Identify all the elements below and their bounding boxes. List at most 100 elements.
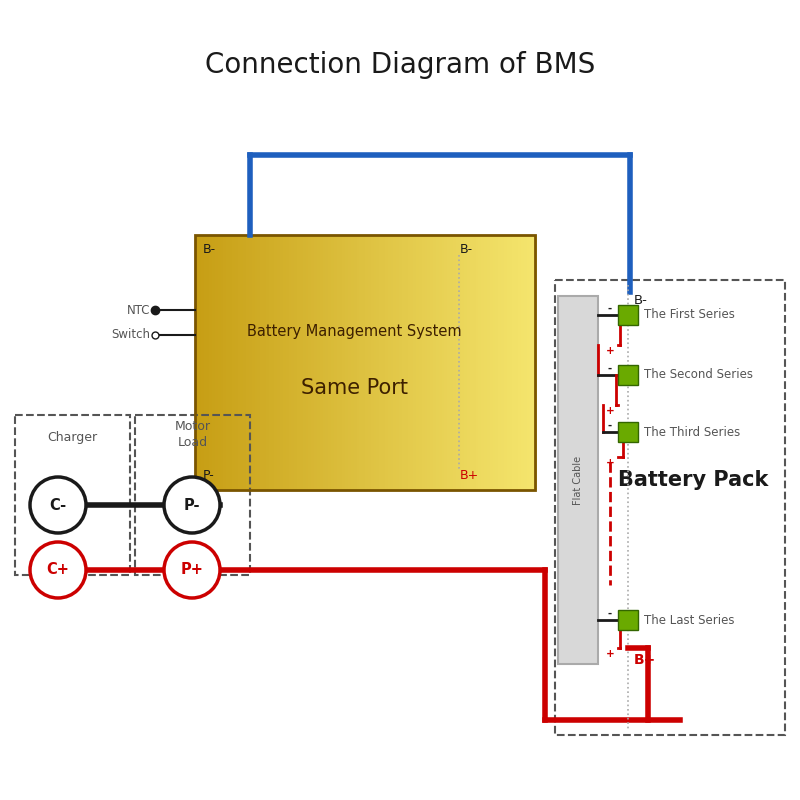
Bar [232,235,236,490]
Bar [524,235,528,490]
Text: P-: P- [184,498,200,513]
Bar [266,235,270,490]
Text: The Third Series: The Third Series [644,426,740,438]
Text: Battery Pack: Battery Pack [618,470,768,490]
Circle shape [30,477,86,533]
Text: C+: C+ [46,562,70,578]
Bar [359,235,364,490]
Bar [357,235,361,490]
Text: +: + [606,458,614,468]
Bar [475,235,480,490]
Bar [354,235,358,490]
Bar [450,235,454,490]
Bar [521,235,525,490]
Bar [370,235,375,490]
Bar [195,235,199,490]
Text: B-: B- [460,243,474,256]
Bar [306,235,310,490]
Bar [425,235,429,490]
Circle shape [30,542,86,598]
Text: +: + [606,346,614,356]
Bar [226,235,230,490]
Circle shape [164,477,220,533]
Text: P+: P+ [181,562,203,578]
Bar [368,235,372,490]
Bar [447,235,451,490]
Bar [430,235,434,490]
Bar [297,235,302,490]
Bar [223,235,228,490]
Bar [260,235,265,490]
Bar [294,235,298,490]
Bar [501,235,506,490]
Text: B-: B- [634,294,648,306]
Text: +: + [606,649,614,659]
Bar [212,235,216,490]
Bar [473,235,477,490]
Bar [351,235,355,490]
Bar [388,235,392,490]
Bar [215,235,219,490]
Bar [481,235,486,490]
Text: C-: C- [50,498,66,513]
Bar [342,235,346,490]
Text: Switch: Switch [111,329,150,342]
Bar [209,235,214,490]
Bar [470,235,474,490]
Bar [515,235,519,490]
Bar [337,235,341,490]
Bar [271,235,276,490]
Bar [362,235,366,490]
Bar [258,235,262,490]
Bar [376,235,381,490]
Text: B+: B+ [634,653,656,667]
Bar [422,235,426,490]
Bar [314,235,318,490]
Bar [291,235,296,490]
Bar [413,235,418,490]
Text: -: - [608,421,612,431]
Bar [530,235,534,490]
Bar [365,235,370,490]
Bar [618,610,638,630]
Bar [504,235,508,490]
Bar [410,235,414,490]
Circle shape [164,542,220,598]
Bar [246,235,250,490]
Bar [555,280,785,735]
Bar [198,235,202,490]
Bar [280,235,284,490]
Bar [390,235,395,490]
Bar [419,235,423,490]
Text: +: + [606,406,614,416]
Bar [512,235,517,490]
Text: B-: B- [203,243,216,256]
Bar [229,235,234,490]
Bar [438,235,443,490]
Bar [456,235,460,490]
Bar [322,235,327,490]
Text: Battery Management System: Battery Management System [247,325,462,339]
Text: Connection Diagram of BMS: Connection Diagram of BMS [205,51,595,79]
Bar [203,235,208,490]
Bar [345,235,350,490]
Text: Charger: Charger [47,430,98,443]
Bar [405,235,409,490]
Bar [453,235,457,490]
Bar [618,422,638,442]
Text: Flat Cable: Flat Cable [573,455,583,505]
Bar [15,415,130,575]
Bar [317,235,321,490]
Text: P-: P- [203,469,214,482]
Bar [416,235,420,490]
Bar [518,235,522,490]
Bar [326,235,330,490]
Text: The Second Series: The Second Series [644,369,753,382]
Text: -: - [608,609,612,619]
Bar [467,235,471,490]
Bar [478,235,482,490]
Bar [402,235,406,490]
Bar [385,235,389,490]
Bar [243,235,247,490]
Bar [495,235,500,490]
